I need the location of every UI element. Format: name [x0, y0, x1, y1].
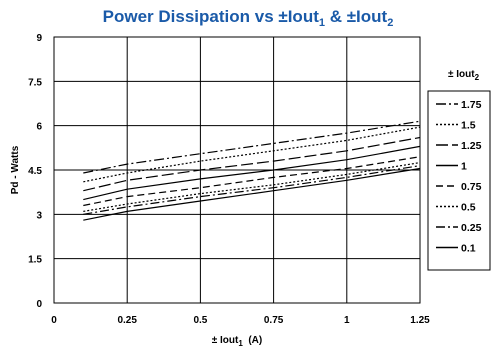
grid-lines	[54, 37, 420, 303]
x-tick-label: 1	[344, 315, 350, 326]
legend-label: 1	[461, 161, 467, 173]
series-line-1.5	[83, 126, 421, 183]
y-tick-label: 7.5	[28, 77, 42, 88]
y-tick-label: 9	[36, 33, 42, 44]
y-tick-label: 3	[36, 210, 42, 221]
x-tick-label: 0	[51, 315, 57, 326]
y-axis-ticks: 0 1.5 3 4.5 6 7.5 9	[28, 33, 42, 310]
legend-label: 0.75	[461, 181, 482, 193]
legend-entries: 1.75 1.5 1.25 1 0.75 0.5 0.25 0.1	[436, 99, 482, 255]
y-tick-label: 0	[36, 299, 42, 310]
chart-title: Power Dissipation vs ±Iout1 & ±Iout2	[103, 7, 394, 29]
legend-box	[427, 90, 491, 271]
series-line-0.5	[83, 162, 421, 212]
x-tick-label: 0.25	[117, 315, 137, 326]
series-line-0.75	[83, 156, 421, 207]
legend-label: 0.25	[461, 222, 482, 234]
x-axis-ticks: 0 0.25 0.5 0.75 1 1.25	[51, 315, 430, 326]
x-tick-label: 0.5	[193, 315, 207, 326]
x-axis-label: ± Iout1 (A)	[212, 335, 263, 348]
series-line-1.25	[83, 136, 421, 192]
legend-label: 1.25	[461, 140, 482, 152]
y-tick-label: 1.5	[28, 255, 42, 266]
series-line-1	[83, 145, 421, 201]
series-line-0.25	[83, 165, 421, 215]
legend-label: 0.1	[461, 243, 476, 255]
y-axis-label: Pd - Watts	[10, 145, 21, 194]
y-tick-label: 6	[36, 122, 42, 133]
legend-title: ± Iout2	[448, 69, 480, 82]
series-lines	[83, 120, 421, 221]
legend-label: 1.5	[461, 120, 476, 132]
series-line-0.1	[83, 167, 421, 221]
x-tick-label: 0.75	[264, 315, 284, 326]
series-line-1.75	[83, 120, 421, 174]
x-tick-label: 1.25	[410, 315, 430, 326]
y-tick-label: 4.5	[28, 166, 42, 177]
legend-label: 1.75	[461, 99, 482, 111]
legend-label: 0.5	[461, 202, 476, 214]
